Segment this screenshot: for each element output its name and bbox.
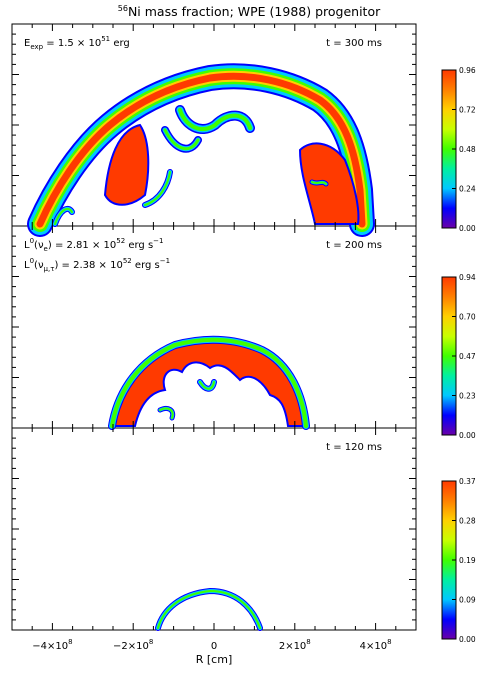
plume-shell-top [36,72,366,228]
plume-core-top [103,123,150,206]
plot-frame [11,23,417,631]
plume-shell-bottom [157,590,261,629]
x-tick-label: −4×108 [32,638,72,652]
colorbar-label: 0.96 [459,66,476,75]
panel-time-label: t = 120 ms [326,442,382,453]
panel-annotations: t = 300 ms Eexp = 1.5 × 1051 erg t = 200 m… [24,35,382,453]
panel-time-label: t = 200 ms [326,240,382,251]
plume-finger-top [144,171,171,206]
colorbar-label: 0.94 [459,273,476,282]
colorbar-label: 0.37 [459,477,476,486]
heatmap-layer [27,63,375,631]
colorbar-label: 0.19 [459,556,476,565]
colorbar-label: 0.24 [459,185,476,194]
colorbar-label: 0.00 [459,431,476,440]
plume-finger-top [178,108,252,131]
title-text: Ni mass fraction; WPE (1988) progenitor [128,4,381,19]
plume-core-middle [110,338,308,427]
plume-core-top [298,142,360,225]
x-tick-label: 4×108 [360,638,392,652]
plume-finger-top [54,207,73,225]
colorbar-label: 0.47 [459,352,476,361]
colorbar-label: 0.70 [459,313,476,322]
plume-shell-bottom [155,588,263,631]
plume-finger-top [163,128,200,151]
plume-finger-middle [159,407,174,419]
x-tick-label: 0 [211,641,217,652]
plume-finger-middle [199,381,215,390]
colorbar-label: 0.00 [459,635,476,644]
panel-annotation: L0(νe) = 2.81 × 1052 erg s−1 [24,237,164,253]
axis-ticks [11,24,417,630]
colorbar-label: 0.28 [459,517,476,526]
panel-annotation: L0(νμ,τ) = 2.38 × 1052 erg s−1 [24,257,170,273]
x-tick-label: −2×108 [113,638,153,652]
colorbar-label: 0.72 [459,106,476,115]
x-axis-label: R [cm] [196,653,233,666]
plume-finger-top [311,181,327,185]
colorbars: 0.96 0.72 0.48 0.24 0.00 0.94 0.70 0.47 0.23 0.00… [441,66,476,644]
panel-annotation: Eexp = 1.5 × 1051 erg [24,35,130,51]
x-tick-labels: −4×108 −2×108 0 2×108 4×108 [32,638,391,652]
x-tick-label: 2×108 [279,638,311,652]
figure-title: 56Ni mass fraction; WPE (1988) progenito… [118,4,381,19]
colorbar-label: 0.00 [459,224,476,233]
plume-shell-middle [110,337,308,428]
panel-time-label: t = 300 ms [326,38,382,49]
colorbar-label: 0.48 [459,145,476,154]
colorbar-label: 0.23 [459,392,476,401]
title-superscript: 56 [118,4,128,13]
plume-shell-bottom [156,589,262,630]
colorbar-label: 0.09 [459,596,476,605]
panels-frame [11,23,417,631]
